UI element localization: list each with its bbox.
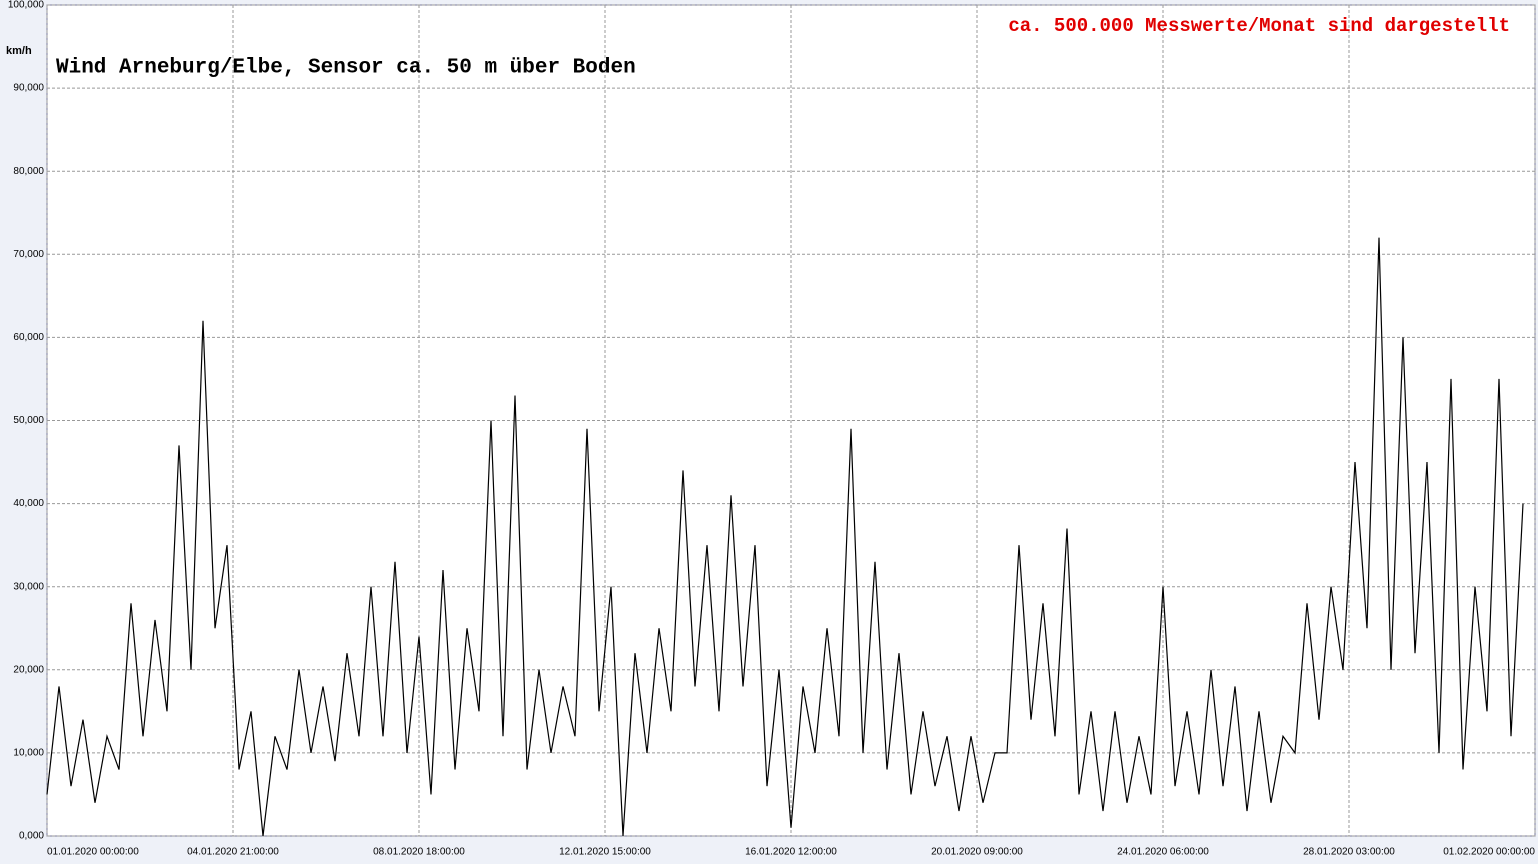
y-tick-label: 30,000	[13, 581, 44, 592]
x-tick-label: 16.01.2020 12:00:00	[745, 847, 837, 858]
y-tick-label: 60,000	[13, 332, 44, 343]
y-tick-label: 80,000	[13, 166, 44, 177]
y-tick-label: 40,000	[13, 498, 44, 509]
y-tick-label: 90,000	[13, 83, 44, 94]
y-tick-label: 20,000	[13, 664, 44, 675]
x-tick-label: 28.01.2020 03:00:00	[1303, 847, 1395, 858]
y-tick-label: 70,000	[13, 249, 44, 260]
marks	[46, 237, 1524, 837]
x-tick-label: 24.01.2020 06:00:00	[1117, 847, 1209, 858]
x-tick-label: 20.01.2020 09:00:00	[931, 847, 1023, 858]
x-tick-label: 08.01.2020 18:00:00	[373, 847, 465, 858]
x-tick-label: 12.01.2020 15:00:00	[559, 847, 651, 858]
x-tick-label: 01.01.2020 00:00:00	[47, 847, 139, 858]
x-tick-label: 01.02.2020 00:00:00	[1443, 847, 1535, 858]
chart-title: Wind Arneburg/Elbe, Sensor ca. 50 m über…	[56, 57, 636, 80]
y-tick-label: 0,000	[19, 831, 44, 842]
y-tick-label: 10,000	[13, 748, 44, 759]
x-tick-label: 04.01.2020 21:00:00	[187, 847, 279, 858]
annotation: ca. 500.000 Messwerte/Monat sind dargest…	[1008, 15, 1510, 37]
y-tick-label: 100,000	[8, 0, 45, 11]
data-line	[46, 237, 1524, 837]
y-axis-label: km/h	[6, 45, 32, 57]
y-tick-label: 50,000	[13, 415, 44, 426]
grid: 0,000 10,000 20,000 30,000 40,000 50,000 60,00…	[8, 0, 1536, 858]
